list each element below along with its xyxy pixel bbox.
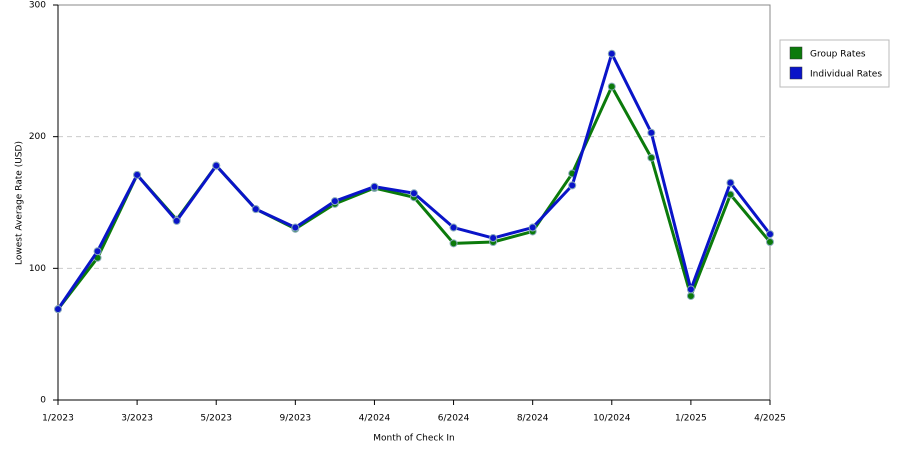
- x-tick-label: 5/2023: [200, 414, 232, 424]
- data-point: [607, 82, 616, 91]
- y-tick-label: 100: [29, 264, 46, 274]
- data-point: [133, 170, 142, 179]
- x-axis-label: Month of Check In: [373, 434, 455, 444]
- data-point: [172, 216, 181, 225]
- data-point: [449, 223, 458, 232]
- x-tick-label: 4/2024: [359, 414, 391, 424]
- x-tick-label: 4/2025: [754, 414, 786, 424]
- x-tick-label: 6/2024: [438, 414, 470, 424]
- data-point: [370, 182, 379, 191]
- x-tick-label: 9/2023: [279, 414, 311, 424]
- data-point: [410, 189, 418, 198]
- data-point: [568, 181, 577, 190]
- data-point: [766, 238, 774, 246]
- legend-swatch: [789, 46, 803, 60]
- data-point: [330, 197, 339, 206]
- data-point: [54, 305, 62, 314]
- data-point: [647, 153, 656, 162]
- x-tick-label: 8/2024: [517, 414, 549, 424]
- data-point: [528, 223, 537, 232]
- data-point: [449, 239, 458, 248]
- y-tick-label: 0: [40, 396, 46, 406]
- data-point: [212, 161, 221, 170]
- x-tick-label: 3/2023: [121, 414, 153, 424]
- plot-area: [57, 4, 771, 401]
- x-tick-label: 10/2024: [593, 414, 631, 424]
- y-tick-label: 300: [29, 1, 46, 11]
- data-point: [647, 128, 656, 137]
- data-point: [489, 234, 498, 243]
- data-point: [607, 49, 616, 58]
- y-tick-label: 200: [29, 132, 46, 142]
- x-tick-label: 1/2025: [675, 414, 707, 424]
- y-axis-label: Lowest Average Rate (USD): [15, 141, 25, 265]
- data-point: [726, 178, 735, 187]
- legend-label: Individual Rates: [810, 70, 882, 80]
- data-point: [686, 291, 695, 300]
- legend-swatch: [789, 66, 803, 80]
- data-point: [291, 223, 300, 232]
- x-tick-label: 1/2023: [42, 414, 74, 424]
- data-point: [93, 247, 102, 256]
- data-point: [251, 205, 260, 214]
- legend-label: Group Rates: [810, 50, 866, 60]
- data-point: [766, 230, 774, 239]
- data-point: [686, 285, 695, 294]
